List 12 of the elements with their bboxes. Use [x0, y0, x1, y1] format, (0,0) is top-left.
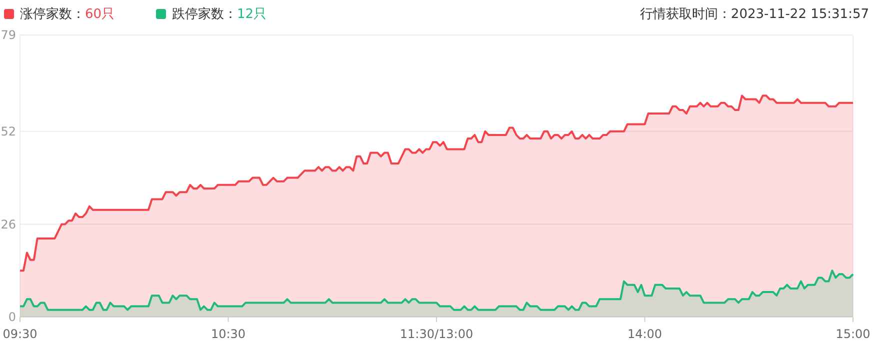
y-tick-label: 0 [8, 310, 16, 324]
legend-label: 跌停家数：12只 [172, 6, 267, 22]
text: 行情获取时间：2023-11-22 15:31:57 [640, 7, 869, 22]
y-tick-label: 26 [0, 217, 16, 232]
y-tick-label: 52 [0, 124, 16, 139]
legend-label: 涨停家数：60只 [20, 6, 115, 22]
x-tick-label: 14:00 [627, 327, 662, 341]
x-tick-label: 15:00 [836, 327, 870, 341]
x-tick-label: 11:30/13:00 [400, 327, 474, 341]
y-tick-label: 79 [0, 28, 16, 42]
x-tick-label: 10:30 [210, 327, 246, 341]
x-tick-label: 09:30 [2, 327, 38, 341]
